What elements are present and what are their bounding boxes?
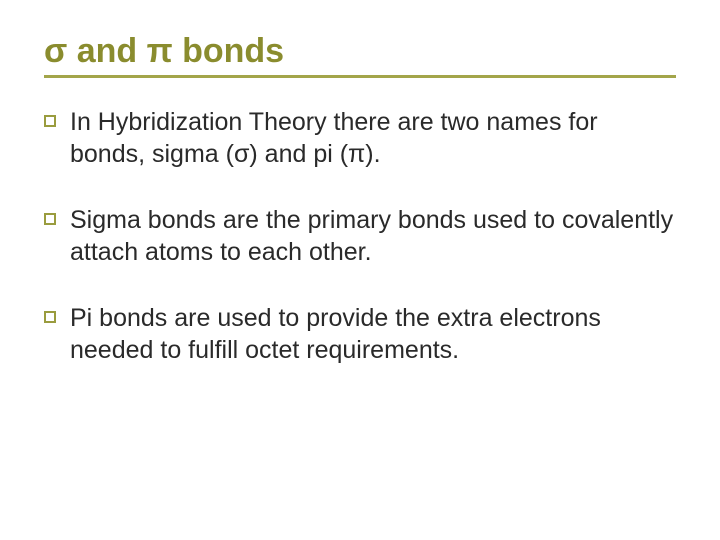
square-bullet-icon	[44, 115, 56, 127]
slide-title: σ and π bonds	[44, 32, 676, 78]
bullet-text: Pi bonds are used to provide the extra e…	[70, 302, 676, 366]
bullet-text: Sigma bonds are the primary bonds used t…	[70, 204, 676, 268]
list-item: Sigma bonds are the primary bonds used t…	[44, 204, 676, 268]
list-item: Pi bonds are used to provide the extra e…	[44, 302, 676, 366]
bullet-list: In Hybridization Theory there are two na…	[44, 106, 676, 366]
list-item: In Hybridization Theory there are two na…	[44, 106, 676, 170]
bullet-text: In Hybridization Theory there are two na…	[70, 106, 676, 170]
square-bullet-icon	[44, 213, 56, 225]
square-bullet-icon	[44, 311, 56, 323]
